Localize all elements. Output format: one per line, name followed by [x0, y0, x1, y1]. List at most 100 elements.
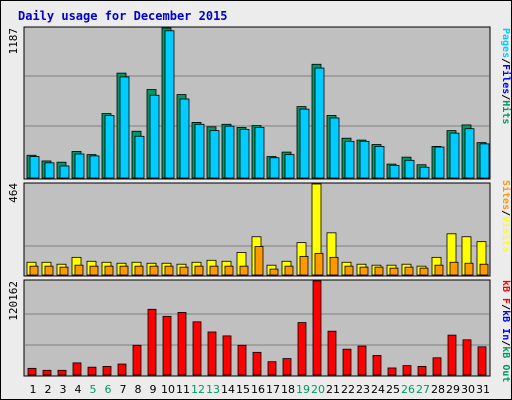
bar-kb-f [42, 369, 52, 376]
bar-kb-f [162, 315, 172, 376]
bar-pages [134, 135, 145, 179]
bar-sites [404, 266, 414, 276]
day-label: 25 [386, 383, 400, 396]
bar-pages [224, 125, 235, 179]
bar-pages [284, 154, 295, 179]
day-label: 23 [356, 383, 370, 396]
legend-entry: / [500, 340, 511, 346]
bar-pages [389, 164, 400, 179]
day-label: 16 [251, 383, 265, 396]
panel-middle-bg [23, 182, 491, 277]
day-label: 30 [461, 383, 475, 396]
day-label: 3 [60, 383, 67, 396]
bar-kb-f [327, 330, 337, 376]
bar-sites [374, 266, 384, 276]
bar-pages [464, 128, 475, 179]
bar-sites [104, 265, 114, 276]
bar-pages [29, 156, 40, 179]
bar-kb-f [357, 345, 367, 376]
bar-pages [269, 157, 280, 179]
bar-sites [299, 255, 309, 276]
bar-pages [149, 94, 160, 179]
day-label: 7 [120, 383, 127, 396]
bar-pages [434, 146, 445, 179]
middle-ymax-label: 464 [7, 183, 20, 203]
legend-entry: Hits [500, 100, 512, 124]
bar-pages [89, 155, 100, 179]
day-label: 17 [266, 383, 280, 396]
legend-entry: / [500, 210, 511, 216]
bar-pages [44, 162, 55, 179]
bar-pages [164, 30, 175, 179]
legend-entry: Sites [500, 180, 512, 210]
bar-sites [179, 266, 189, 276]
x-tick-labels: 1 2 3 4 5 6 7 8 9 10 11 12 13 14 15 16 17 18 19 20 21 22 23 24 2… [30, 383, 491, 396]
bar-pages [419, 166, 430, 179]
bar-pages [404, 159, 415, 179]
bars [26, 27, 490, 376]
bar-pages [59, 165, 70, 179]
bar-pages [299, 108, 310, 179]
bar-kb-f [432, 357, 442, 376]
bar-sites [329, 256, 339, 276]
bar-pages [74, 153, 85, 179]
bar-sites [314, 253, 324, 276]
bar-pages [374, 146, 385, 179]
day-label: 2 [45, 383, 52, 396]
bar-pages [329, 117, 340, 179]
bar-kb-f [267, 361, 277, 376]
day-label: 8 [135, 383, 142, 396]
bar-sites [419, 267, 429, 276]
bar-sites [359, 266, 369, 276]
legend-middle: Sites/Visits [500, 180, 512, 252]
bar-sites [134, 265, 144, 276]
bar-pages [239, 128, 250, 179]
bar-kb-f [177, 312, 187, 376]
bar-pages [254, 127, 265, 179]
bar-sites [74, 264, 84, 276]
bar-pages [194, 123, 205, 179]
day-label: 18 [281, 383, 295, 396]
bar-kb-f [252, 351, 262, 376]
legend-entry: / [500, 58, 511, 64]
legend-entry: Pages [500, 28, 511, 58]
top-ymax-label: 1187 [7, 28, 20, 55]
bottom-ymax-label: 120162 [7, 281, 20, 321]
bar-kb-f [207, 331, 217, 376]
bar-pages [314, 67, 325, 179]
bar-kb-f [312, 280, 322, 376]
bar-kb-f [477, 346, 487, 376]
legend-entry: kB In [500, 310, 511, 340]
bar-sites [344, 265, 354, 276]
bar-sites [119, 265, 129, 276]
day-label: 24 [371, 383, 385, 396]
bar-kb-f [222, 335, 232, 376]
day-label: 14 [221, 383, 235, 396]
bar-kb-f [57, 369, 67, 376]
bar-sites [479, 263, 489, 276]
day-label: 26 [401, 383, 415, 396]
bar-kb-f [87, 366, 97, 376]
bar-sites [209, 265, 219, 276]
bar-pages [479, 143, 490, 179]
bar-kb-f [462, 339, 472, 376]
day-label: 10 [161, 383, 175, 396]
day-label: 11 [176, 383, 190, 396]
bar-sites [464, 262, 474, 276]
legend-bottom: kB F/kB In/kB Out [500, 280, 511, 382]
legend-entry: / [500, 304, 511, 310]
bar-pages [179, 98, 190, 179]
day-label: 22 [341, 383, 355, 396]
day-label: 4 [75, 383, 82, 396]
bar-kb-f [402, 365, 412, 376]
bar-kb-f [117, 363, 127, 376]
day-label: 6 [105, 383, 112, 396]
bar-pages [359, 140, 370, 179]
bar-kb-f [102, 365, 112, 376]
bar-kb-f [27, 367, 37, 376]
bar-kb-f [192, 321, 202, 376]
bar-sites [434, 264, 444, 276]
bar-sites [164, 265, 174, 276]
legend-entry: Files [500, 64, 512, 94]
